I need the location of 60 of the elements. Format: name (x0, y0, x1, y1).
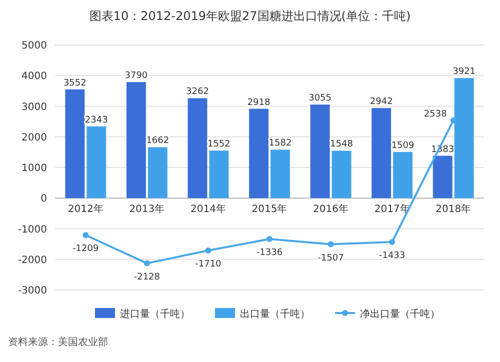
data-label: -1710 (195, 259, 222, 270)
bar (126, 82, 146, 198)
y-tick-label: 2000 (22, 132, 47, 144)
x-tick-label: 2013年 (129, 203, 165, 216)
data-label: 2343 (84, 115, 108, 126)
data-label: -1507 (318, 253, 344, 264)
y-tick-label: 3000 (22, 102, 47, 113)
bar (270, 150, 290, 198)
y-tick-label: -3000 (18, 286, 47, 296)
data-label: 3921 (452, 67, 476, 78)
bar (209, 150, 229, 198)
y-tick-label: 5000 (22, 40, 47, 52)
legend-label: 进口量（千吨） (120, 308, 190, 320)
chart-title: 图表10：2012-2019年欧盟27国糖进出口情况(单位：千吨) (89, 9, 411, 23)
point (82, 232, 89, 238)
x-tick-label: 2018年 (436, 203, 472, 216)
point (266, 236, 272, 242)
bar (393, 152, 413, 198)
point (328, 241, 334, 248)
bar (372, 108, 392, 198)
data-label: 1552 (207, 140, 230, 150)
bar (65, 89, 85, 198)
legend-label: 出口量（千吨） (240, 308, 310, 320)
point (450, 117, 456, 124)
data-label: -1433 (378, 251, 406, 262)
y-tick-label: 4000 (22, 71, 47, 82)
text: 资料来源：美国农业部 (8, 336, 108, 348)
bar (86, 126, 106, 198)
x-tick-label: 2012年 (68, 203, 104, 216)
bar (332, 150, 352, 198)
data-label: 1662 (146, 136, 170, 146)
point (144, 260, 150, 266)
data-label: 2918 (247, 98, 270, 108)
data-label: 3262 (186, 87, 209, 98)
data-label: 2538 (424, 109, 448, 120)
data-label: 3790 (124, 71, 148, 82)
bar (249, 108, 268, 198)
data-label: 3552 (63, 78, 86, 88)
data-label: 1509 (391, 140, 415, 151)
y-tick-label: -2000 (18, 254, 47, 266)
y-tick-label: 0 (40, 194, 47, 205)
data-label: 1548 (330, 140, 354, 150)
data-label: 1582 (268, 138, 292, 149)
legend-label: 净出口量（千吨） (360, 308, 440, 320)
data-label: -1209 (72, 244, 99, 254)
bar (148, 147, 168, 198)
x-tick-label: 2016年 (313, 203, 349, 216)
y-tick-label: -1000 (18, 224, 47, 236)
bar (188, 98, 208, 198)
bar (310, 104, 330, 198)
data-label: 2942 (370, 97, 393, 108)
y-tick-label: 1000 (22, 163, 47, 174)
data-label: -2128 (134, 272, 160, 282)
bar (432, 156, 452, 198)
data-label: -1336 (256, 248, 283, 258)
x-tick-label: 2015年 (252, 203, 288, 216)
point (205, 247, 212, 254)
point (389, 239, 396, 246)
data-label: 3055 (308, 94, 332, 104)
x-tick-label: 2014年 (190, 203, 226, 216)
